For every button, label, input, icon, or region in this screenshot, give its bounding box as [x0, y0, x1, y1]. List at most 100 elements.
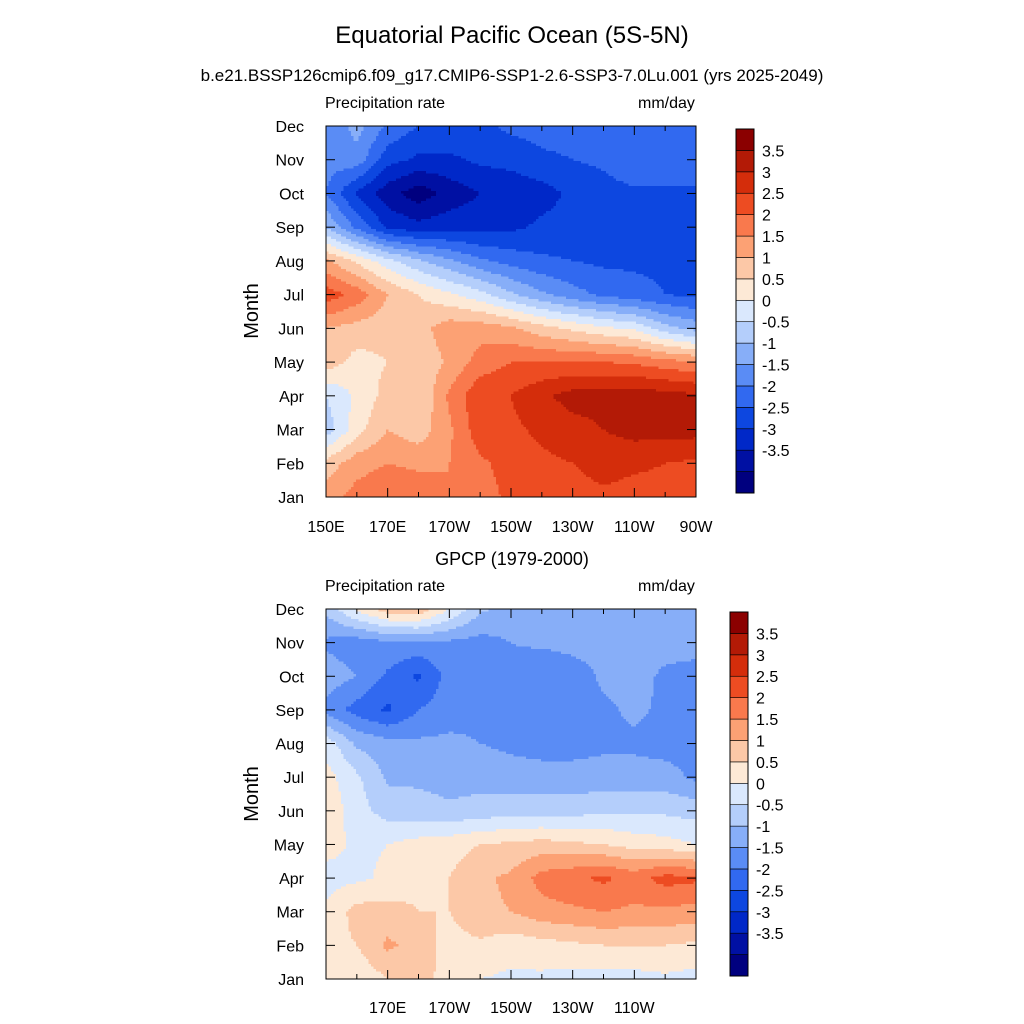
contour-fill [326, 126, 697, 498]
colorbar-box [736, 172, 754, 193]
x-tick-label: 170E [369, 1000, 406, 1017]
colorbar-box [730, 955, 748, 976]
y-tick-label: Aug [276, 254, 304, 271]
y-tick-label: Nov [276, 153, 304, 170]
y-tick-label: Jun [278, 804, 304, 821]
x-tick-label: 130W [552, 519, 595, 536]
colorbar-box [736, 236, 754, 257]
y-tick-label: Feb [276, 456, 304, 473]
colorbar-label: 2 [756, 691, 765, 708]
colorbar-box [730, 740, 748, 761]
colorbar-box [730, 848, 748, 869]
y-tick-label: Sep [276, 703, 305, 720]
y-tick-label: Apr [279, 871, 305, 888]
x-tick-label: 170W [428, 1000, 471, 1017]
y-tick-label: Jan [278, 490, 304, 507]
colorbar-label: 2 [762, 208, 771, 225]
colorbar-label: 3.5 [756, 626, 778, 643]
colorbar-label: -1 [756, 819, 770, 836]
colorbar-label: -2 [762, 379, 776, 396]
colorbar-label: -2 [756, 862, 770, 879]
colorbar-box [730, 912, 748, 933]
colorbar-label: -3 [756, 905, 770, 922]
x-tick-label: 150E [307, 519, 344, 536]
x-tick-label: 170W [428, 519, 471, 536]
colorbar-label: 0 [762, 293, 771, 310]
y-tick-label: Jul [284, 288, 304, 305]
colorbar-box [730, 676, 748, 697]
colorbar-box [730, 869, 748, 890]
colorbar-box [736, 215, 754, 236]
colorbar-box [736, 450, 754, 471]
x-tick-label: 170E [369, 519, 406, 536]
x-tick-label: 110W [614, 1000, 656, 1017]
x-tick-label: 90W [680, 519, 714, 536]
colorbar-box [736, 386, 754, 407]
colorbar-box [730, 698, 748, 719]
contour-fill [326, 609, 697, 980]
x-tick-label: 150W [490, 519, 533, 536]
colorbar-label: -0.5 [756, 798, 784, 815]
colorbar-label: 1 [756, 733, 765, 750]
y-axis-title: Month [241, 766, 263, 822]
colorbar-box [736, 193, 754, 214]
y-tick-label: Oct [279, 186, 304, 203]
colorbar-box [730, 826, 748, 847]
y-tick-label: May [274, 355, 304, 372]
colorbar-label: -2.5 [762, 400, 790, 417]
colorbar-box [730, 633, 748, 654]
y-axis-title: Month [241, 283, 263, 339]
colorbar-label: -3.5 [756, 926, 784, 943]
y-tick-label: Nov [276, 636, 304, 653]
x-tick-label: 130W [552, 1000, 595, 1017]
y-tick-label: Apr [279, 389, 305, 406]
colorbar-label: 1 [762, 250, 771, 267]
y-tick-label: May [274, 837, 304, 854]
colorbar: 3.532.521.510.50-0.5-1-1.5-2-2.5-3-3.5 [736, 129, 790, 493]
colorbar-box [736, 343, 754, 364]
colorbar-label: 2.5 [756, 669, 778, 686]
colorbar-label: -3.5 [762, 443, 790, 460]
colorbar-box [736, 365, 754, 386]
y-tick-label: Aug [276, 737, 304, 754]
colorbar-label: 3 [756, 648, 765, 665]
colorbar-label: 0 [756, 776, 765, 793]
x-tick-label: 110W [614, 519, 656, 536]
y-tick-label: Feb [276, 938, 304, 955]
colorbar-box [736, 279, 754, 300]
colorbar-box [730, 933, 748, 954]
colorbar-label: 1.5 [762, 229, 784, 246]
colorbar-box [730, 890, 748, 911]
colorbar-box [736, 429, 754, 450]
colorbar-label: 0.5 [762, 272, 784, 289]
colorbar-label: 3.5 [762, 143, 784, 160]
colorbar-box [736, 472, 754, 493]
x-tick-label: 150W [490, 1000, 533, 1017]
colorbar-box [730, 762, 748, 783]
y-tick-label: Dec [276, 119, 304, 136]
colorbar-box [730, 655, 748, 676]
colorbar-label: -1.5 [762, 358, 790, 375]
colorbar-box [730, 805, 748, 826]
panel-model-contour: JanFebMarAprMayJunJulAugSepOctNovDec150E… [241, 119, 790, 536]
colorbar: 3.5 3 2.5 2 1.5 1 0.5 0 -0.5 -1 -1.5 -2 -2.5 -3 -3.5 [730, 612, 784, 976]
colorbar-box [736, 129, 754, 150]
colorbar-box [730, 719, 748, 740]
colorbar-label: -2.5 [756, 883, 784, 900]
panel-gpcp-contour: JanFebMarAprMayJunJulAugSepOctNovDec170E… [241, 602, 784, 1017]
colorbar-label: 3 [762, 165, 771, 182]
colorbar-label: 1.5 [756, 712, 778, 729]
colorbar-label: -3 [762, 422, 776, 439]
colorbar-label: 0.5 [756, 755, 778, 772]
colorbar-box [730, 612, 748, 633]
colorbar-label: -1 [762, 336, 776, 353]
colorbar-box [736, 407, 754, 428]
colorbar-box [736, 300, 754, 321]
colorbar-label: -1.5 [756, 841, 784, 858]
colorbar-box [736, 322, 754, 343]
colorbar-box [730, 783, 748, 804]
y-tick-label: Jan [278, 972, 304, 989]
y-tick-label: Dec [276, 602, 304, 619]
y-tick-label: Mar [276, 423, 304, 440]
